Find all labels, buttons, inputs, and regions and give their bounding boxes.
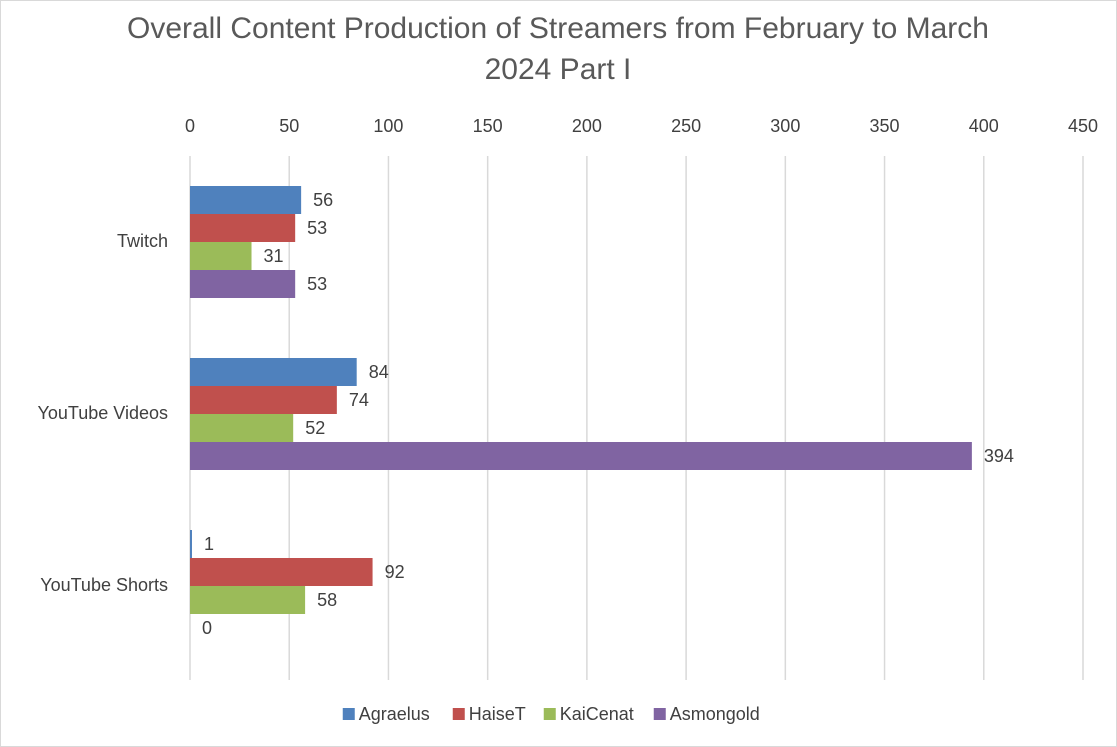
bar: [190, 386, 337, 414]
bar: [190, 270, 296, 298]
data-label: 0: [202, 618, 212, 638]
bar: [190, 242, 252, 270]
bar: [190, 358, 357, 386]
legend-label: Agraelus: [359, 704, 430, 724]
data-label: 84: [369, 362, 389, 382]
y-tick-label: Twitch: [117, 231, 168, 251]
data-label: 58: [317, 590, 337, 610]
bar: [190, 530, 192, 558]
data-label: 52: [305, 418, 325, 438]
bar: [190, 586, 306, 614]
data-label: 394: [984, 446, 1014, 466]
bar: [190, 414, 294, 442]
x-tick-label: 0: [185, 116, 195, 136]
legend-swatch: [452, 708, 465, 720]
data-label: 1: [204, 534, 214, 554]
x-tick-label: 350: [870, 116, 900, 136]
data-label: 53: [307, 274, 327, 294]
legend-swatch: [342, 708, 355, 720]
legend-label: KaiCenat: [560, 704, 634, 724]
x-tick-label: 150: [473, 116, 503, 136]
bar: [190, 558, 373, 586]
x-tick-label: 50: [279, 116, 299, 136]
legend-swatch: [653, 708, 666, 720]
x-tick-label: 200: [572, 116, 602, 136]
data-label: 92: [385, 562, 405, 582]
data-label: 74: [349, 390, 369, 410]
bar: [190, 186, 302, 214]
x-tick-label: 250: [671, 116, 701, 136]
y-tick-label: YouTube Videos: [38, 403, 168, 423]
bar: [190, 442, 972, 470]
legend-label: Asmongold: [670, 704, 760, 724]
x-tick-label: 450: [1068, 116, 1098, 136]
chart-title: Overall Content Production of Streamers …: [126, 12, 989, 86]
legend-swatch: [543, 708, 556, 720]
bar: [190, 214, 296, 242]
data-label: 56: [313, 190, 333, 210]
x-tick-label: 400: [969, 116, 999, 136]
y-tick-label: YouTube Shorts: [40, 575, 168, 595]
data-label: 31: [264, 246, 284, 266]
x-tick-label: 300: [770, 116, 800, 136]
x-tick-label: 100: [373, 116, 403, 136]
data-label: 53: [307, 218, 327, 238]
legend-label: HaiseT: [469, 704, 526, 724]
